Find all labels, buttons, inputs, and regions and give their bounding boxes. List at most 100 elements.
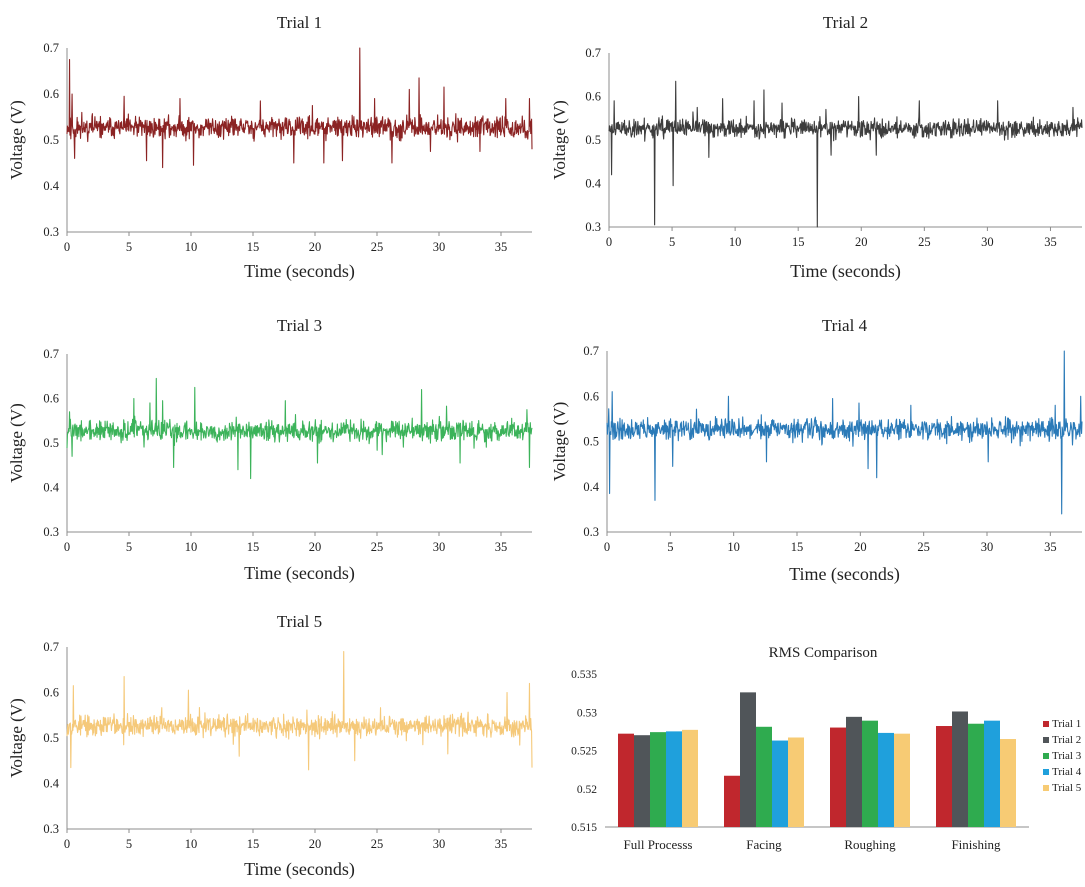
x-tick-label: 25 bbox=[371, 837, 384, 851]
x-axis-label: Time (seconds) bbox=[244, 859, 355, 880]
signal-line bbox=[66, 650, 533, 771]
x-tick-label: 25 bbox=[918, 235, 931, 249]
x-tick-label: 0 bbox=[606, 235, 612, 249]
y-tick-label: 0.4 bbox=[43, 777, 59, 791]
bar-trial-3 bbox=[862, 720, 878, 827]
x-category-label: Finishing bbox=[951, 837, 1001, 852]
bar-trial-4 bbox=[984, 720, 1000, 827]
bar-trial-1 bbox=[724, 775, 740, 827]
x-tick-label: 0 bbox=[64, 837, 70, 851]
signal-line bbox=[606, 350, 1083, 515]
y-tick-label: 0.4 bbox=[585, 177, 601, 191]
chart-title: Trial 2 bbox=[823, 13, 868, 32]
signal-line bbox=[66, 377, 533, 480]
x-tick-label: 0 bbox=[64, 540, 70, 554]
legend-swatch bbox=[1043, 737, 1049, 743]
rms-plot-svg: RMS Comparison 0.515 0.52 0.525 0.53 0.535 Ful… bbox=[571, 645, 1082, 852]
y-tick-label: 0.6 bbox=[43, 87, 59, 101]
x-tick-label: 30 bbox=[433, 540, 446, 554]
y-tick-label: 0.4 bbox=[43, 179, 59, 193]
y-tick-label: 0.525 bbox=[571, 746, 597, 758]
x-tick-label: 20 bbox=[309, 837, 322, 851]
y-axis-label: Voltage (V) bbox=[7, 698, 26, 777]
trial-2-chart: Trial 2 0.3 0.4 0.5 0.6 0.7 0 5 10 15 20 25 30 35 Time… bbox=[545, 0, 1085, 295]
chart-title: RMS Comparison bbox=[769, 645, 878, 661]
bar-trial-4 bbox=[666, 731, 682, 827]
legend-swatch bbox=[1043, 721, 1049, 727]
x-tick-label: 20 bbox=[854, 540, 867, 554]
x-tick-label: 25 bbox=[371, 240, 384, 254]
x-category-label: Facing bbox=[746, 837, 782, 852]
bar-trial-2 bbox=[952, 711, 968, 827]
y-axis-label: Voltage (V) bbox=[550, 402, 569, 481]
trial-3-chart: Trial 3 0.3 0.4 0.5 0.6 0.7 0 5 10 15 20 25 30 35 Time… bbox=[0, 303, 540, 598]
x-tick-label: 20 bbox=[309, 240, 322, 254]
bar-trial-3 bbox=[968, 723, 984, 827]
y-tick-label: 0.535 bbox=[571, 669, 597, 681]
x-tick-label: 10 bbox=[185, 837, 198, 851]
legend-label: Trial 5 bbox=[1052, 782, 1082, 794]
trial-1-chart: Trial 1 0.3 0.4 0.5 0.6 0.7 0 5 10 15 20 25 30 35 Time… bbox=[0, 0, 540, 295]
x-axis-label: Time (seconds) bbox=[789, 564, 900, 585]
x-tick-label: 30 bbox=[981, 235, 994, 249]
trial-4-chart: Trial 4 0.3 0.4 0.5 0.6 0.7 0 5 10 15 20 25 30 35 Time… bbox=[545, 303, 1085, 598]
trial-plot-svg: Trial 1 0.3 0.4 0.5 0.6 0.7 0 5 10 15 20 25 30 35 Time… bbox=[7, 13, 533, 282]
x-tick-label: 35 bbox=[495, 540, 508, 554]
x-tick-label: 15 bbox=[247, 540, 260, 554]
bar-trial-5 bbox=[894, 733, 910, 827]
x-tick-label: 15 bbox=[247, 240, 260, 254]
chart-title: Trial 4 bbox=[822, 316, 868, 335]
trial-plot-svg: Trial 4 0.3 0.4 0.5 0.6 0.7 0 5 10 15 20 25 30 35 Time… bbox=[550, 316, 1083, 585]
x-tick-label: 30 bbox=[433, 837, 446, 851]
y-tick-label: 0.7 bbox=[585, 46, 601, 60]
y-tick-label: 0.6 bbox=[583, 389, 599, 403]
y-axis-label: Voltage (V) bbox=[7, 100, 26, 179]
chart-title: Trial 5 bbox=[277, 612, 322, 631]
x-tick-label: 10 bbox=[185, 240, 198, 254]
bar-trial-5 bbox=[682, 729, 698, 827]
legend-swatch bbox=[1043, 785, 1049, 791]
legend-label: Trial 3 bbox=[1052, 750, 1082, 762]
bar-trial-1 bbox=[830, 727, 846, 827]
x-axis-label: Time (seconds) bbox=[790, 261, 901, 282]
legend-label: Trial 1 bbox=[1052, 718, 1081, 730]
bar-trial-5 bbox=[788, 737, 804, 827]
bar-trial-2 bbox=[846, 716, 862, 827]
y-tick-label: 0.6 bbox=[43, 686, 59, 700]
trial-plot-svg: Trial 2 0.3 0.4 0.5 0.6 0.7 0 5 10 15 20 25 30 35 Time… bbox=[550, 13, 1083, 282]
x-tick-label: 20 bbox=[855, 235, 868, 249]
y-tick-label: 0.5 bbox=[43, 731, 59, 745]
x-tick-label: 20 bbox=[309, 540, 322, 554]
bar-trial-4 bbox=[772, 740, 788, 827]
y-tick-label: 0.6 bbox=[585, 90, 601, 104]
y-tick-label: 0.5 bbox=[43, 133, 59, 147]
legend-swatch bbox=[1043, 769, 1049, 775]
x-tick-label: 15 bbox=[247, 837, 260, 851]
y-tick-label: 0.5 bbox=[585, 133, 601, 147]
x-tick-label: 0 bbox=[604, 540, 610, 554]
y-tick-label: 0.7 bbox=[583, 344, 599, 358]
y-tick-label: 0.3 bbox=[43, 822, 59, 836]
y-tick-label: 0.3 bbox=[585, 220, 601, 234]
x-tick-label: 10 bbox=[185, 540, 198, 554]
y-tick-label: 0.5 bbox=[583, 435, 599, 449]
x-axis-label: Time (seconds) bbox=[244, 563, 355, 584]
legend-swatch bbox=[1043, 753, 1049, 759]
signal-line bbox=[66, 47, 533, 169]
legend-label: Trial 4 bbox=[1052, 766, 1082, 778]
bar-trial-2 bbox=[634, 735, 650, 827]
y-tick-label: 0.7 bbox=[43, 41, 59, 55]
bar-trial-2 bbox=[740, 692, 756, 827]
x-tick-label: 10 bbox=[727, 540, 740, 554]
x-category-label: Full Processs bbox=[624, 837, 693, 852]
y-tick-label: 0.7 bbox=[43, 640, 59, 654]
bar-trial-5 bbox=[1000, 739, 1016, 827]
x-tick-label: 30 bbox=[433, 240, 446, 254]
x-tick-label: 0 bbox=[64, 240, 70, 254]
x-tick-label: 25 bbox=[917, 540, 930, 554]
trial-plot-svg: Trial 3 0.3 0.4 0.5 0.6 0.7 0 5 10 15 20 25 30 35 Time… bbox=[7, 316, 533, 584]
y-axis-label: Voltage (V) bbox=[7, 403, 26, 482]
y-tick-label: 0.515 bbox=[571, 822, 597, 834]
y-tick-label: 0.52 bbox=[577, 784, 597, 796]
bar-trial-4 bbox=[878, 732, 894, 827]
